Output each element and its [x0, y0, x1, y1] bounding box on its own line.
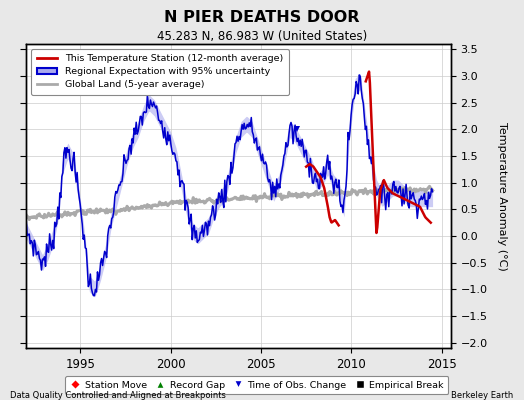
Text: N PIER DEATHS DOOR: N PIER DEATHS DOOR [164, 10, 360, 25]
Text: Data Quality Controlled and Aligned at Breakpoints: Data Quality Controlled and Aligned at B… [10, 391, 226, 400]
Y-axis label: Temperature Anomaly (°C): Temperature Anomaly (°C) [497, 122, 507, 270]
Text: Berkeley Earth: Berkeley Earth [451, 391, 514, 400]
Legend: This Temperature Station (12-month average), Regional Expectation with 95% uncer: This Temperature Station (12-month avera… [31, 49, 289, 95]
Legend: Station Move, Record Gap, Time of Obs. Change, Empirical Break: Station Move, Record Gap, Time of Obs. C… [65, 376, 449, 394]
Text: 45.283 N, 86.983 W (United States): 45.283 N, 86.983 W (United States) [157, 30, 367, 43]
